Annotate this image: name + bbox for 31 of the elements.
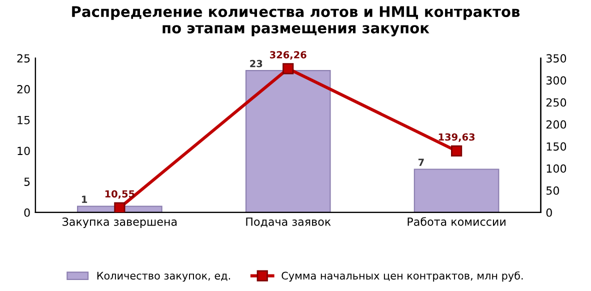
y2-tick-label: 300: [546, 76, 566, 85]
y2-tick-label: 0: [546, 208, 552, 217]
y2-tick-label: 50: [546, 186, 560, 195]
legend-label: Количество закупок, ед.: [97, 272, 230, 282]
y-tick-label: 25: [17, 54, 30, 63]
bar: [414, 168, 500, 212]
y2-tick-label: 150: [546, 142, 566, 151]
data-label: 326,26: [270, 51, 306, 60]
x-tick-label: Подача заявок: [246, 218, 331, 228]
y2-tick-label: 100: [546, 164, 566, 173]
data-label: 139,63: [438, 133, 475, 142]
y2-tick-label: 200: [546, 120, 566, 129]
x-tick-label: Закупка завершена: [62, 217, 177, 228]
y2-tick-label: 250: [546, 98, 566, 107]
point: [282, 63, 294, 74]
y2-tick-label: 350: [546, 54, 566, 63]
legend-label: Сумма начальных цен контрактов, млн руб.: [282, 271, 523, 282]
bar: [245, 70, 331, 212]
y-tick-label: 15: [18, 116, 30, 124]
y-tick-label: 20: [17, 85, 30, 94]
data-label: 1: [82, 196, 88, 203]
data-label: 7: [418, 158, 424, 166]
x-tick-label: Работа комиссии: [408, 217, 506, 226]
data-label: 10,55: [105, 190, 134, 199]
point: [450, 145, 462, 156]
data-label: 23: [250, 60, 262, 68]
chart-title: Распределение количества лотов и НМЦ контрактов по этапам размещения закупок: [72, 6, 520, 36]
y-tick-label: 5: [24, 178, 30, 186]
y-tick-label: 10: [18, 146, 30, 156]
point: [114, 202, 126, 212]
y-tick-label: 0: [24, 208, 30, 217]
